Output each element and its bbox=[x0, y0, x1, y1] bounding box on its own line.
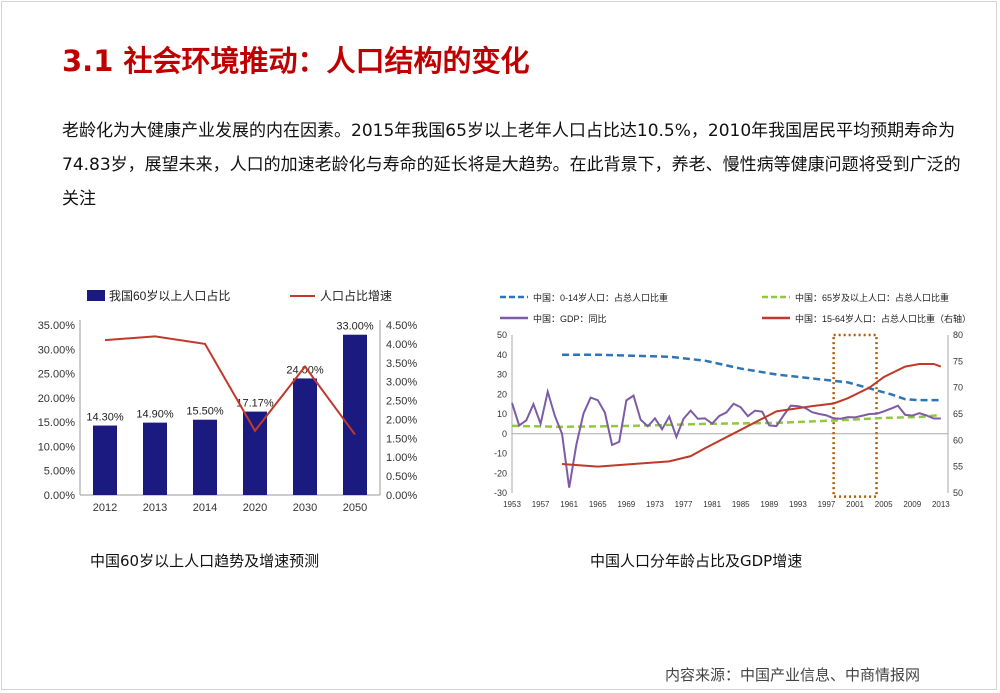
y2-tick-label: 4.00% bbox=[386, 339, 417, 351]
x-tick-label: 1997 bbox=[818, 500, 836, 509]
bar-data-label: 24.00% bbox=[286, 364, 324, 376]
y-tick-label: 10 bbox=[497, 409, 507, 419]
legend-label-1: 中国：65岁及以上人口：占总人口比重 bbox=[795, 292, 949, 303]
x-tick-label: 1973 bbox=[646, 500, 664, 509]
x-tick-label: 2014 bbox=[193, 502, 217, 514]
left-chart-caption: 中国60岁以上人口趋势及增速预测 bbox=[90, 552, 320, 570]
y-tick-label: 30.00% bbox=[38, 344, 76, 356]
y-tick-label: -10 bbox=[494, 449, 507, 459]
y-tick-label: 15.00% bbox=[38, 417, 76, 429]
bar bbox=[293, 378, 317, 495]
y2-tick-label: 3.00% bbox=[386, 377, 417, 389]
x-tick-label: 2012 bbox=[93, 502, 117, 514]
x-tick-label: 2009 bbox=[903, 500, 921, 509]
y-tick-label: 10.00% bbox=[38, 441, 76, 453]
legend-label-0: 中国：0-14岁人口：占总人口比重 bbox=[533, 292, 668, 303]
y-tick-label: 50 bbox=[497, 330, 507, 340]
y2-tick-label: 80 bbox=[953, 330, 963, 340]
y-tick-label: -20 bbox=[494, 468, 507, 478]
series-line-1 bbox=[511, 413, 941, 429]
x-tick-label: 1957 bbox=[532, 500, 550, 509]
x-tick-label: 1985 bbox=[732, 500, 750, 509]
y2-tick-label: 0.00% bbox=[386, 490, 417, 502]
y2-tick-label: 2.00% bbox=[386, 414, 417, 426]
x-tick-label: 1961 bbox=[560, 500, 578, 509]
y2-tick-label: 0.50% bbox=[386, 471, 417, 483]
bar bbox=[343, 334, 367, 495]
growth-rate-line bbox=[104, 335, 356, 436]
bar-data-label: 15.50% bbox=[186, 406, 224, 418]
bar-data-label: 14.30% bbox=[86, 412, 124, 424]
bar bbox=[243, 411, 267, 495]
bar bbox=[93, 425, 117, 495]
y-tick-label: 0 bbox=[502, 429, 507, 439]
bar bbox=[143, 422, 167, 495]
page-title: 3.1 社会环境推动：人口结构的变化 bbox=[62, 44, 530, 78]
bar-data-label: 14.90% bbox=[136, 409, 174, 421]
series-line-3 bbox=[561, 362, 942, 468]
age-structure-gdp-chart-svg: -30 -20 -10 0 10 20 30 40 50 50 55 60 65 70 75 80 1953 19… bbox=[494, 292, 971, 509]
y2-tick-label: 55 bbox=[953, 462, 963, 472]
x-tick-label: 1965 bbox=[589, 500, 607, 509]
bar-data-label: 33.00% bbox=[336, 321, 374, 333]
age-structure-gdp-chart: -30 -20 -10 0 10 20 30 40 50 50 55 60 65 70 75 80 1953 19… bbox=[480, 285, 980, 525]
x-tick-label: 1989 bbox=[760, 500, 778, 509]
legend-label-bar: 我国60岁以上人口占比 bbox=[109, 288, 230, 303]
y-tick-label: 20.00% bbox=[38, 393, 76, 405]
y-tick-label: 35.00% bbox=[38, 320, 76, 332]
y2-tick-label: 65 bbox=[953, 409, 963, 419]
y2-tick-label: 1.50% bbox=[386, 433, 417, 445]
y-tick-label: 5.00% bbox=[44, 466, 75, 478]
y2-tick-label: 2.50% bbox=[386, 396, 417, 408]
source-note: 内容来源：中国产业信息、中商情报网 bbox=[664, 666, 920, 684]
x-tick-label: 1953 bbox=[503, 500, 521, 509]
series-line-2 bbox=[511, 387, 941, 488]
y-tick-label: 0.00% bbox=[44, 490, 75, 502]
bar-data-label: 17.17% bbox=[236, 398, 274, 410]
x-tick-label: 1993 bbox=[789, 500, 807, 509]
highlight-box bbox=[832, 333, 878, 498]
y2-tick-label: 50 bbox=[953, 488, 963, 498]
x-tick-label: 2050 bbox=[343, 502, 367, 514]
x-tick-label: 1969 bbox=[617, 500, 635, 509]
x-tick-label: 2001 bbox=[846, 500, 864, 509]
y2-tick-label: 1.00% bbox=[386, 452, 417, 464]
y2-tick-label: 70 bbox=[953, 383, 963, 393]
y-tick-label: 20 bbox=[497, 389, 507, 399]
y2-tick-label: 60 bbox=[953, 435, 963, 445]
x-tick-label: 2005 bbox=[875, 500, 893, 509]
x-tick-label: 2020 bbox=[243, 502, 267, 514]
y2-tick-label: 3.50% bbox=[386, 358, 417, 370]
y2-tick-label: 4.50% bbox=[386, 320, 417, 332]
population-60plus-chart: 0.00% 5.00% 10.00% 15.00% 20.00% 25.00% 30.00%… bbox=[25, 285, 425, 525]
series-line-0 bbox=[562, 353, 941, 402]
intro-paragraph: 老龄化为大健康产业发展的内在因素。2015年我国65岁以上老年人口占比达10.5… bbox=[62, 121, 961, 209]
bar bbox=[193, 419, 217, 495]
right-chart-caption: 中国人口分年龄占比及GDP增速 bbox=[590, 552, 803, 570]
legend-label-3: 中国：15-64岁人口：占总人口比重（右轴） bbox=[795, 313, 971, 324]
legend-label-line: 人口占比增速 bbox=[320, 288, 392, 303]
y-tick-label: -30 bbox=[494, 488, 507, 498]
x-tick-label: 1981 bbox=[703, 500, 721, 509]
y2-tick-label: 75 bbox=[953, 356, 963, 366]
legend-label-2: 中国：GDP：同比 bbox=[533, 313, 607, 324]
x-tick-label: 2013 bbox=[143, 502, 167, 514]
population-60plus-chart-svg: 0.00% 5.00% 10.00% 15.00% 20.00% 25.00% 30.00%… bbox=[38, 288, 418, 514]
x-tick-label: 2013 bbox=[932, 500, 950, 509]
x-tick-label: 2030 bbox=[293, 502, 317, 514]
x-tick-label: 1977 bbox=[675, 500, 693, 509]
y-tick-label: 25.00% bbox=[38, 369, 76, 381]
y-tick-label: 40 bbox=[497, 350, 507, 360]
y-tick-label: 30 bbox=[497, 370, 507, 380]
legend-swatch-bar bbox=[87, 290, 105, 301]
